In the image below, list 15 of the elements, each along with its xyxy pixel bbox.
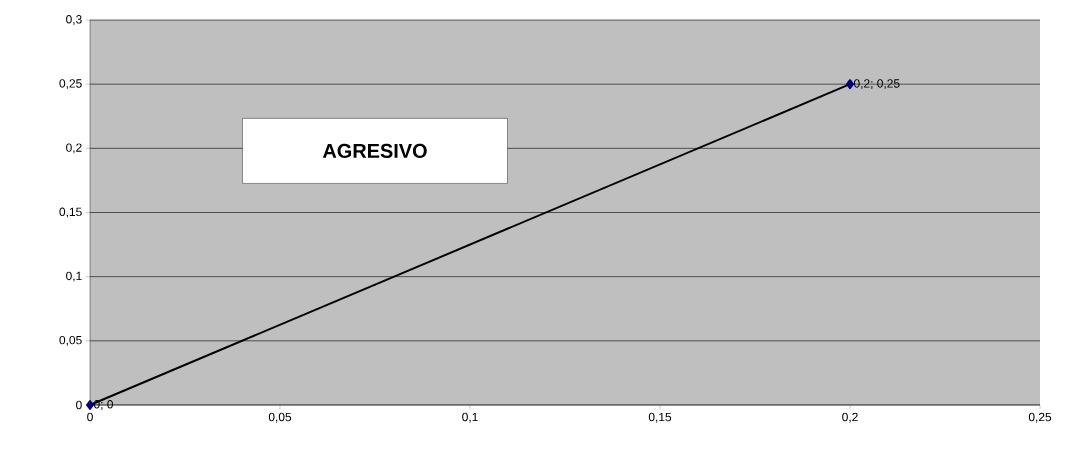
x-tick-label: 0,1 bbox=[462, 412, 478, 423]
x-tick-label: 0,2 bbox=[842, 412, 858, 423]
y-tick-label: 0,05 bbox=[59, 335, 82, 346]
y-tick-label: 0,1 bbox=[66, 271, 82, 282]
x-tick-label: 0,05 bbox=[268, 412, 292, 423]
y-tick-label: 0,3 bbox=[66, 15, 82, 25]
data-label: 0,2; 0,25 bbox=[854, 79, 900, 90]
x-tick-label: 0,25 bbox=[1028, 412, 1052, 423]
y-tick-label: 0 bbox=[76, 400, 82, 410]
x-tick-label: 0,15 bbox=[648, 412, 672, 423]
y-tick-label: 0,2 bbox=[66, 143, 82, 154]
annotation: AGRESIVO bbox=[322, 143, 427, 158]
y-tick-label: 0,25 bbox=[59, 79, 82, 90]
x-tick-label: 0 bbox=[87, 412, 93, 422]
y-tick-label: 0,15 bbox=[59, 207, 82, 218]
